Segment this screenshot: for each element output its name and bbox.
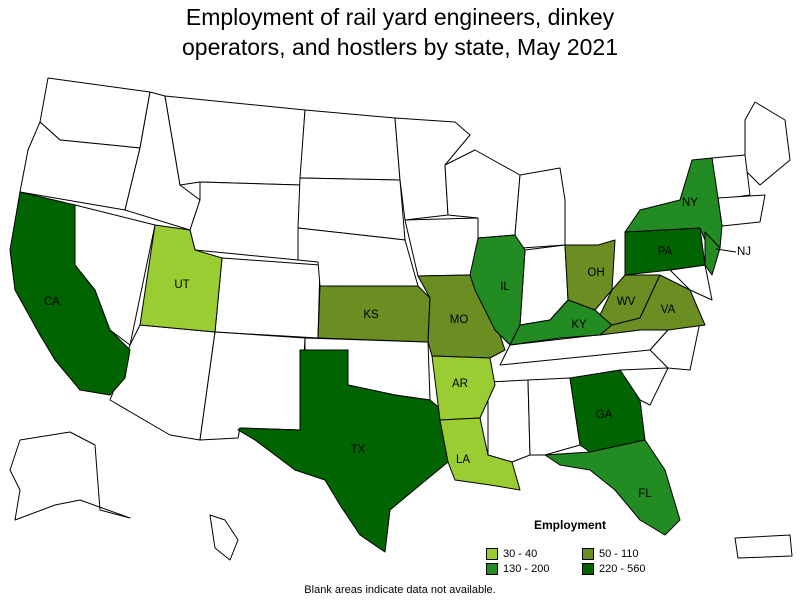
label-tx: TX — [351, 444, 366, 456]
state-va[interactable] — [599, 274, 706, 336]
state-ar[interactable] — [431, 355, 496, 421]
label-ut: UT — [174, 279, 189, 291]
state-ny[interactable] — [624, 157, 723, 249]
title-line-2: operators, and hostlers by state, May 20… — [182, 34, 618, 60]
blank-states — [9, 77, 793, 561]
nj-leader-line — [715, 248, 737, 253]
label-mo: MO — [450, 314, 469, 326]
legend-label: 30 - 40 — [503, 548, 538, 560]
legend-item-130-200: 130 - 200 — [486, 563, 582, 575]
state-ma-ct[interactable] — [717, 194, 766, 227]
state-labels: CA UT TX KS MO AR LA IL OH KY WV VA PA N… — [44, 197, 751, 500]
label-ar: AR — [452, 378, 468, 390]
label-pa: PA — [658, 246, 673, 258]
state-nd[interactable] — [299, 109, 401, 181]
title-line-1: Employment of rail yard engineers, dinke… — [185, 4, 615, 30]
state-co[interactable] — [214, 257, 321, 339]
state-al[interactable] — [527, 377, 581, 456]
label-ny: NY — [682, 197, 698, 209]
state-hi[interactable] — [209, 514, 239, 561]
legend-swatch — [582, 548, 594, 560]
state-la[interactable] — [439, 417, 521, 491]
legend-title: Employment — [534, 518, 607, 532]
state-tx[interactable] — [237, 349, 449, 553]
label-oh: OH — [587, 267, 604, 279]
legend-item-50-110: 50 - 110 — [582, 548, 662, 560]
label-fl: FL — [638, 488, 652, 500]
label-ky: KY — [571, 319, 587, 331]
state-ut[interactable] — [139, 224, 223, 333]
map-title: Employment of rail yard engineers, dinke… — [0, 2, 800, 62]
state-ky[interactable] — [509, 299, 613, 346]
legend-label: 50 - 110 — [599, 548, 639, 560]
state-nj[interactable] — [704, 231, 721, 276]
state-pr[interactable] — [734, 534, 793, 559]
legend-item-220-560: 220 - 560 — [582, 563, 662, 575]
label-nj: NJ — [737, 246, 751, 258]
state-me[interactable] — [744, 101, 791, 186]
legend: Employment 30 - 40 50 - 110 130 - 200 22… — [486, 518, 646, 575]
state-ca[interactable] — [9, 191, 131, 396]
state-mi[interactable] — [514, 167, 566, 249]
label-ga: GA — [596, 409, 613, 421]
label-wv: WV — [617, 296, 636, 308]
state-ms[interactable] — [487, 379, 531, 463]
label-il: IL — [500, 281, 510, 293]
label-la: LA — [456, 454, 470, 466]
state-mt[interactable] — [164, 95, 306, 186]
state-nm[interactable] — [199, 331, 306, 441]
state-ak[interactable] — [9, 431, 131, 521]
state-wy[interactable] — [189, 181, 301, 261]
legend-swatch — [582, 563, 594, 575]
label-ca: CA — [44, 296, 60, 308]
state-nc[interactable] — [649, 321, 701, 371]
footnote: Blank areas indicate data not available. — [304, 584, 496, 596]
legend-swatch — [486, 548, 498, 560]
legend-items: 30 - 40 50 - 110 130 - 200 220 - 560 — [486, 548, 646, 575]
legend-label: 130 - 200 — [503, 563, 550, 575]
legend-label: 220 - 560 — [599, 563, 646, 575]
label-ks: KS — [363, 309, 379, 321]
data-states — [9, 157, 723, 553]
legend-swatch — [486, 563, 498, 575]
label-va: VA — [661, 304, 676, 316]
state-fl[interactable] — [544, 439, 681, 536]
legend-item-30-40: 30 - 40 — [486, 548, 582, 560]
